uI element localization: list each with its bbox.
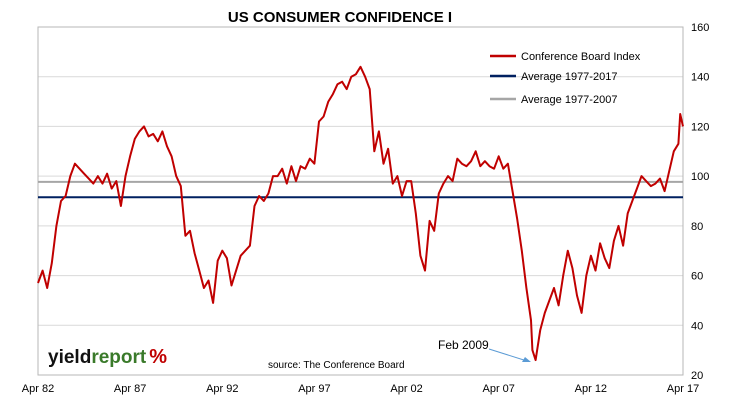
series-lines bbox=[37, 65, 684, 362]
x-axis: Apr 82 Apr 87 Apr 92 Apr 97 Apr 02 Apr 07 Apr … bbox=[22, 383, 699, 395]
y-tick-label: 20 bbox=[691, 370, 703, 382]
x-tick-label: Apr 82 bbox=[22, 383, 54, 395]
series-line-0 bbox=[37, 65, 684, 362]
x-tick-label: Apr 17 bbox=[667, 383, 699, 395]
y-tick-label: 100 bbox=[691, 171, 709, 183]
annotation-feb-2009: Feb 2009 bbox=[438, 338, 489, 352]
y-axis: 20 40 60 80 100 120 140 160 bbox=[691, 22, 709, 382]
annotation-arrow bbox=[488, 348, 528, 362]
chart-title: US CONSUMER CONFIDENCE I bbox=[228, 9, 452, 26]
yieldreport-logo: yieldreport% bbox=[48, 346, 167, 368]
source-note: source: The Conference Board bbox=[268, 360, 405, 371]
y-tick-label: 140 bbox=[691, 72, 709, 84]
x-tick-label: Apr 87 bbox=[114, 383, 146, 395]
x-tick-label: Apr 07 bbox=[483, 383, 515, 395]
legend-label-avg-1977-2007: Average 1977-2007 bbox=[521, 94, 617, 106]
average-lines bbox=[38, 180, 683, 199]
x-tick-label: Apr 97 bbox=[298, 383, 330, 395]
x-tick-label: Apr 02 bbox=[390, 383, 422, 395]
y-tick-label: 60 bbox=[691, 271, 703, 283]
y-tick-label: 120 bbox=[691, 121, 709, 133]
legend-label-avg-1977-2017: Average 1977-2017 bbox=[521, 71, 617, 83]
y-tick-label: 160 bbox=[691, 22, 709, 34]
x-tick-label: Apr 92 bbox=[206, 383, 238, 395]
x-tick-label: Apr 12 bbox=[575, 383, 607, 395]
legend-label-index: Conference Board Index bbox=[521, 51, 641, 63]
y-tick-label: 40 bbox=[691, 320, 703, 332]
annotation-arrowhead bbox=[522, 357, 531, 362]
y-tick-label: 80 bbox=[691, 221, 703, 233]
grid-lines bbox=[38, 76, 683, 326]
legend: Conference Board Index Average 1977-2017… bbox=[490, 51, 641, 106]
svg-text:yieldreport%: yieldreport% bbox=[48, 346, 167, 368]
plot-area-border bbox=[37, 26, 684, 376]
